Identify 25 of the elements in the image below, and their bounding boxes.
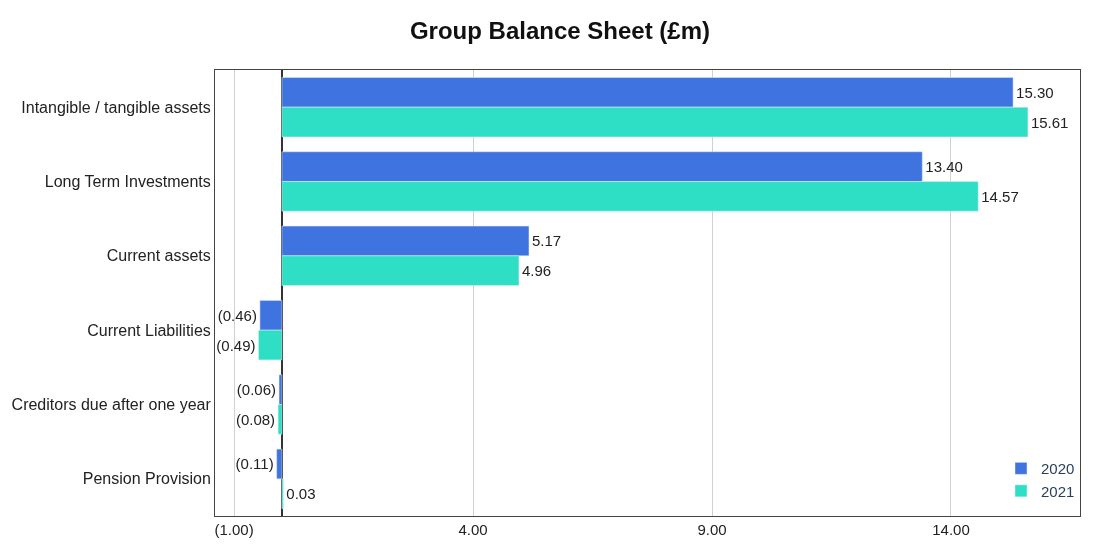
data-label: 15.61 — [1030, 113, 1069, 131]
data-label: (0.46) — [217, 306, 257, 324]
data-label: (0.49) — [216, 336, 256, 354]
y-tick-label: Creditors due after one year — [11, 396, 212, 414]
y-tick-label: Current assets — [106, 247, 211, 265]
chart-title: Group Balance Sheet (£m) — [409, 17, 711, 45]
data-label: (0.06) — [236, 381, 277, 399]
x-tick-label: (1.00) — [214, 521, 254, 538]
data-label: (0.11) — [235, 455, 274, 473]
x-tick-label: 9.00 — [697, 521, 727, 538]
y-tick-label: Long Term Investments — [44, 173, 211, 191]
y-tick-label: Pension Provision — [82, 470, 211, 488]
y-tick-label: Current Liabilities — [87, 321, 211, 339]
x-tick-label: 14.00 — [932, 521, 970, 538]
data-label: (0.08) — [235, 410, 276, 428]
x-tick-label: 4.00 — [458, 521, 488, 538]
data-label: 0.03 — [286, 485, 316, 503]
legend-label: 2021 — [1041, 482, 1075, 500]
data-label: 14.57 — [981, 187, 1019, 205]
data-label: 15.30 — [1016, 83, 1054, 101]
data-label: 4.96 — [521, 262, 552, 280]
data-label: 5.17 — [531, 232, 562, 250]
legend-label: 2020 — [1041, 460, 1075, 478]
y-tick-label: Intangible / tangible assets — [21, 98, 211, 116]
data-label: 13.40 — [925, 158, 963, 176]
